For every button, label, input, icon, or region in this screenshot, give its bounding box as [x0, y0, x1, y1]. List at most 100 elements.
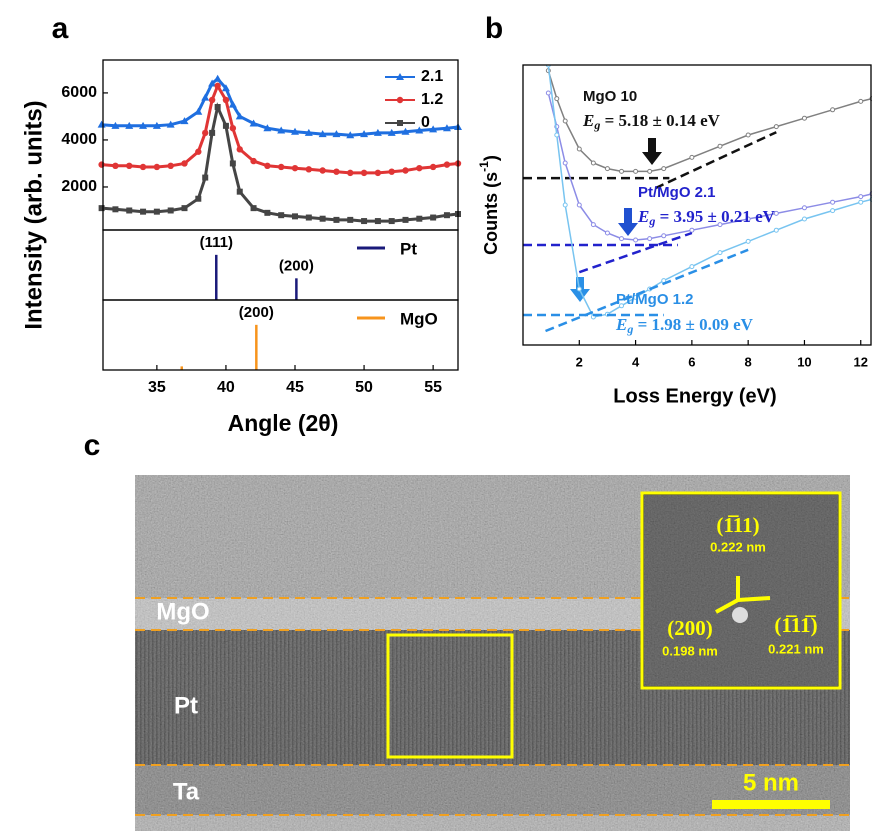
marker	[647, 168, 653, 174]
marker	[443, 161, 451, 168]
marker	[429, 125, 438, 133]
x-tick-label: 4	[632, 354, 640, 369]
marker	[236, 188, 243, 195]
marker	[773, 210, 779, 216]
marker	[745, 216, 751, 222]
vector	[737, 596, 771, 602]
fft-vectors	[715, 576, 771, 614]
plane-label: (1̅11̅)	[774, 613, 817, 637]
x-tick-label: 50	[355, 379, 373, 396]
x-tick-label: 35	[148, 379, 166, 396]
marker	[689, 227, 695, 233]
edge-fit	[654, 131, 777, 190]
legend-label: 2.1	[421, 68, 443, 85]
spacing-label: 0.221 nm	[768, 641, 824, 656]
legend-label: MgO	[400, 309, 438, 328]
marker	[402, 167, 409, 174]
marker	[401, 127, 410, 135]
marker	[181, 160, 188, 167]
marker	[619, 303, 625, 309]
marker	[801, 216, 807, 222]
gap-value: = 1.98 ± 0.09 eV	[633, 315, 753, 334]
x-tick-label: 40	[217, 379, 235, 396]
marker	[360, 130, 369, 138]
marker	[195, 195, 202, 202]
marker	[442, 124, 451, 132]
marker	[98, 205, 105, 212]
marker	[202, 174, 209, 181]
arrow	[642, 138, 662, 165]
marker	[416, 164, 423, 172]
marker	[773, 124, 779, 130]
marker	[222, 96, 230, 104]
marker	[562, 160, 568, 166]
band-gap-label: Eg = 3.95 ± 0.21 eV	[637, 207, 776, 228]
marker	[195, 148, 202, 155]
series-line	[547, 70, 872, 173]
series-line	[547, 65, 872, 318]
plane-label: (1̅11)	[716, 513, 759, 537]
x-tick-label: 2	[576, 354, 583, 369]
edge-fit	[545, 248, 749, 333]
gap-symbol: E	[637, 207, 649, 226]
marker	[562, 118, 568, 124]
marker	[139, 163, 147, 171]
y-label-sup: -1	[477, 161, 491, 172]
marker	[305, 166, 313, 173]
marker	[167, 207, 174, 214]
marker	[333, 216, 340, 223]
marker	[346, 131, 355, 139]
y-label-main: Counts (s	[481, 172, 501, 255]
marker	[112, 162, 119, 170]
marker	[221, 84, 230, 92]
marker	[264, 162, 271, 170]
series-line	[547, 92, 872, 241]
tem-image: (1̅11) 0.222 nm (200) 0.198 nm (1̅11̅) 0…	[135, 475, 850, 831]
marker	[278, 212, 285, 219]
marker	[332, 130, 341, 138]
marker	[396, 73, 404, 80]
marker	[111, 121, 120, 129]
marker	[98, 161, 105, 168]
axes-frame	[102, 299, 459, 371]
marker	[153, 163, 161, 171]
vector	[715, 598, 739, 614]
marker	[554, 96, 560, 102]
marker	[263, 124, 272, 132]
marker	[576, 286, 582, 292]
marker	[292, 213, 299, 220]
marker	[208, 79, 217, 87]
marker	[360, 169, 368, 177]
marker	[202, 129, 209, 137]
peak-label: (200)	[279, 257, 314, 274]
fft-region	[386, 633, 514, 759]
marker	[229, 160, 236, 167]
legend-label: Pt	[400, 239, 417, 258]
marker	[167, 162, 174, 170]
marker	[388, 218, 395, 225]
y-tick-label: 6000	[61, 84, 97, 101]
marker	[319, 167, 326, 174]
spacing-label: 0.222 nm	[710, 539, 766, 554]
marker	[633, 168, 639, 174]
layer-label: MgO	[156, 598, 209, 625]
marker	[153, 208, 160, 215]
marker	[208, 96, 216, 104]
axes-frame	[102, 59, 459, 231]
marker	[576, 202, 582, 208]
marker	[443, 212, 450, 219]
x-tick-label: 10	[797, 354, 811, 369]
marker	[633, 237, 639, 243]
x-tick-label: 6	[688, 354, 695, 369]
marker	[402, 216, 409, 223]
marker	[415, 126, 424, 134]
marker	[554, 132, 560, 138]
fft-center	[732, 607, 748, 623]
gap-symbol: E	[615, 315, 627, 334]
marker	[830, 107, 836, 113]
marker	[125, 121, 134, 129]
x-tick-label: 8	[745, 354, 752, 369]
spacing-label: 0.198 nm	[662, 643, 718, 658]
marker	[235, 112, 244, 120]
